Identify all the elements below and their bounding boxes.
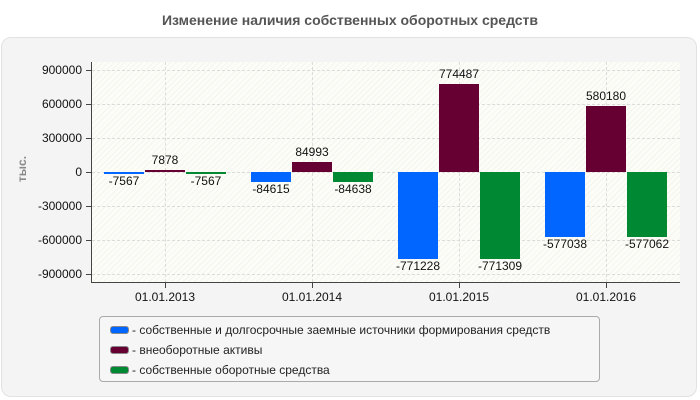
grid-line-h (92, 240, 680, 241)
grid-line-v (606, 62, 607, 282)
x-tick-label: 01.01.2013 (134, 290, 196, 304)
grid-line-h (92, 206, 680, 207)
y-tick-label: -900000 (37, 267, 82, 281)
legend-item-noncurrent-assets: - внеоборотные активы (110, 343, 262, 357)
y-tick (86, 274, 91, 275)
value-label: -577062 (624, 237, 670, 252)
y-tick (86, 172, 91, 173)
legend-swatch-blue (110, 326, 129, 334)
legend: - собственные и долгосрочные заемные ист… (99, 316, 600, 382)
y-tick-label: 900000 (41, 63, 82, 77)
x-tick-label: 01.01.2016 (575, 290, 637, 304)
y-tick (86, 240, 91, 241)
value-label: 84993 (295, 145, 329, 160)
grid-line-h (92, 274, 680, 275)
x-tick (606, 283, 607, 288)
y-tick-label: 0 (75, 165, 82, 179)
x-tick-label: 01.01.2014 (281, 290, 343, 304)
chart-title: Изменение наличия собственных оборотных … (161, 12, 539, 28)
x-tick (459, 283, 460, 288)
grid-line-v (165, 62, 166, 282)
grid-line-h (92, 70, 680, 71)
value-label: 580180 (585, 89, 627, 104)
grid-line-v (459, 62, 460, 282)
value-label: 7878 (151, 153, 179, 167)
legend-label: - внеоборотные активы (132, 343, 263, 357)
bar (480, 172, 520, 260)
legend-swatch-maroon (110, 346, 129, 354)
bar (104, 172, 144, 174)
bar (439, 84, 479, 172)
legend-item-sources: - собственные и долгосрочные заемные ист… (110, 323, 550, 337)
legend-label: - собственные оборотные средства (132, 363, 330, 377)
bar (627, 172, 667, 238)
bar (333, 172, 373, 182)
value-label: -84638 (334, 181, 372, 196)
x-tick (312, 283, 313, 288)
bar (145, 170, 185, 172)
legend-swatch-green (110, 366, 129, 374)
y-tick (86, 104, 91, 105)
y-tick-label: 300000 (41, 131, 82, 145)
x-tick-label: 01.01.2015 (428, 290, 490, 304)
value-label: -771309 (477, 259, 523, 274)
value-label: -577038 (542, 237, 588, 252)
legend-label: - собственные и долгосрочные заемные ист… (132, 323, 551, 337)
bar (398, 172, 438, 260)
y-tick (86, 70, 91, 71)
bar (292, 162, 332, 172)
grid-line-h (92, 138, 680, 139)
x-tick (165, 283, 166, 288)
y-tick (86, 206, 91, 207)
y-tick-label: -600000 (37, 233, 82, 247)
y-tick-label: -300000 (37, 199, 82, 213)
bar (251, 172, 291, 182)
grid-line-v (312, 62, 313, 282)
value-label: -84615 (252, 181, 290, 196)
grid-line-h (92, 172, 680, 173)
legend-item-working-capital: - собственные оборотные средства (110, 363, 330, 377)
y-tick (86, 138, 91, 139)
bar (545, 172, 585, 238)
grid-line-h (92, 104, 680, 105)
x-axis-line (91, 282, 680, 283)
y-tick-label: 600000 (41, 97, 82, 111)
value-label: -771228 (395, 259, 441, 274)
value-label: -7567 (108, 174, 140, 188)
value-label: 774487 (438, 67, 480, 82)
bar (586, 106, 626, 172)
bar (186, 172, 226, 174)
value-label: -7567 (190, 174, 222, 188)
y-axis-line (91, 62, 92, 283)
